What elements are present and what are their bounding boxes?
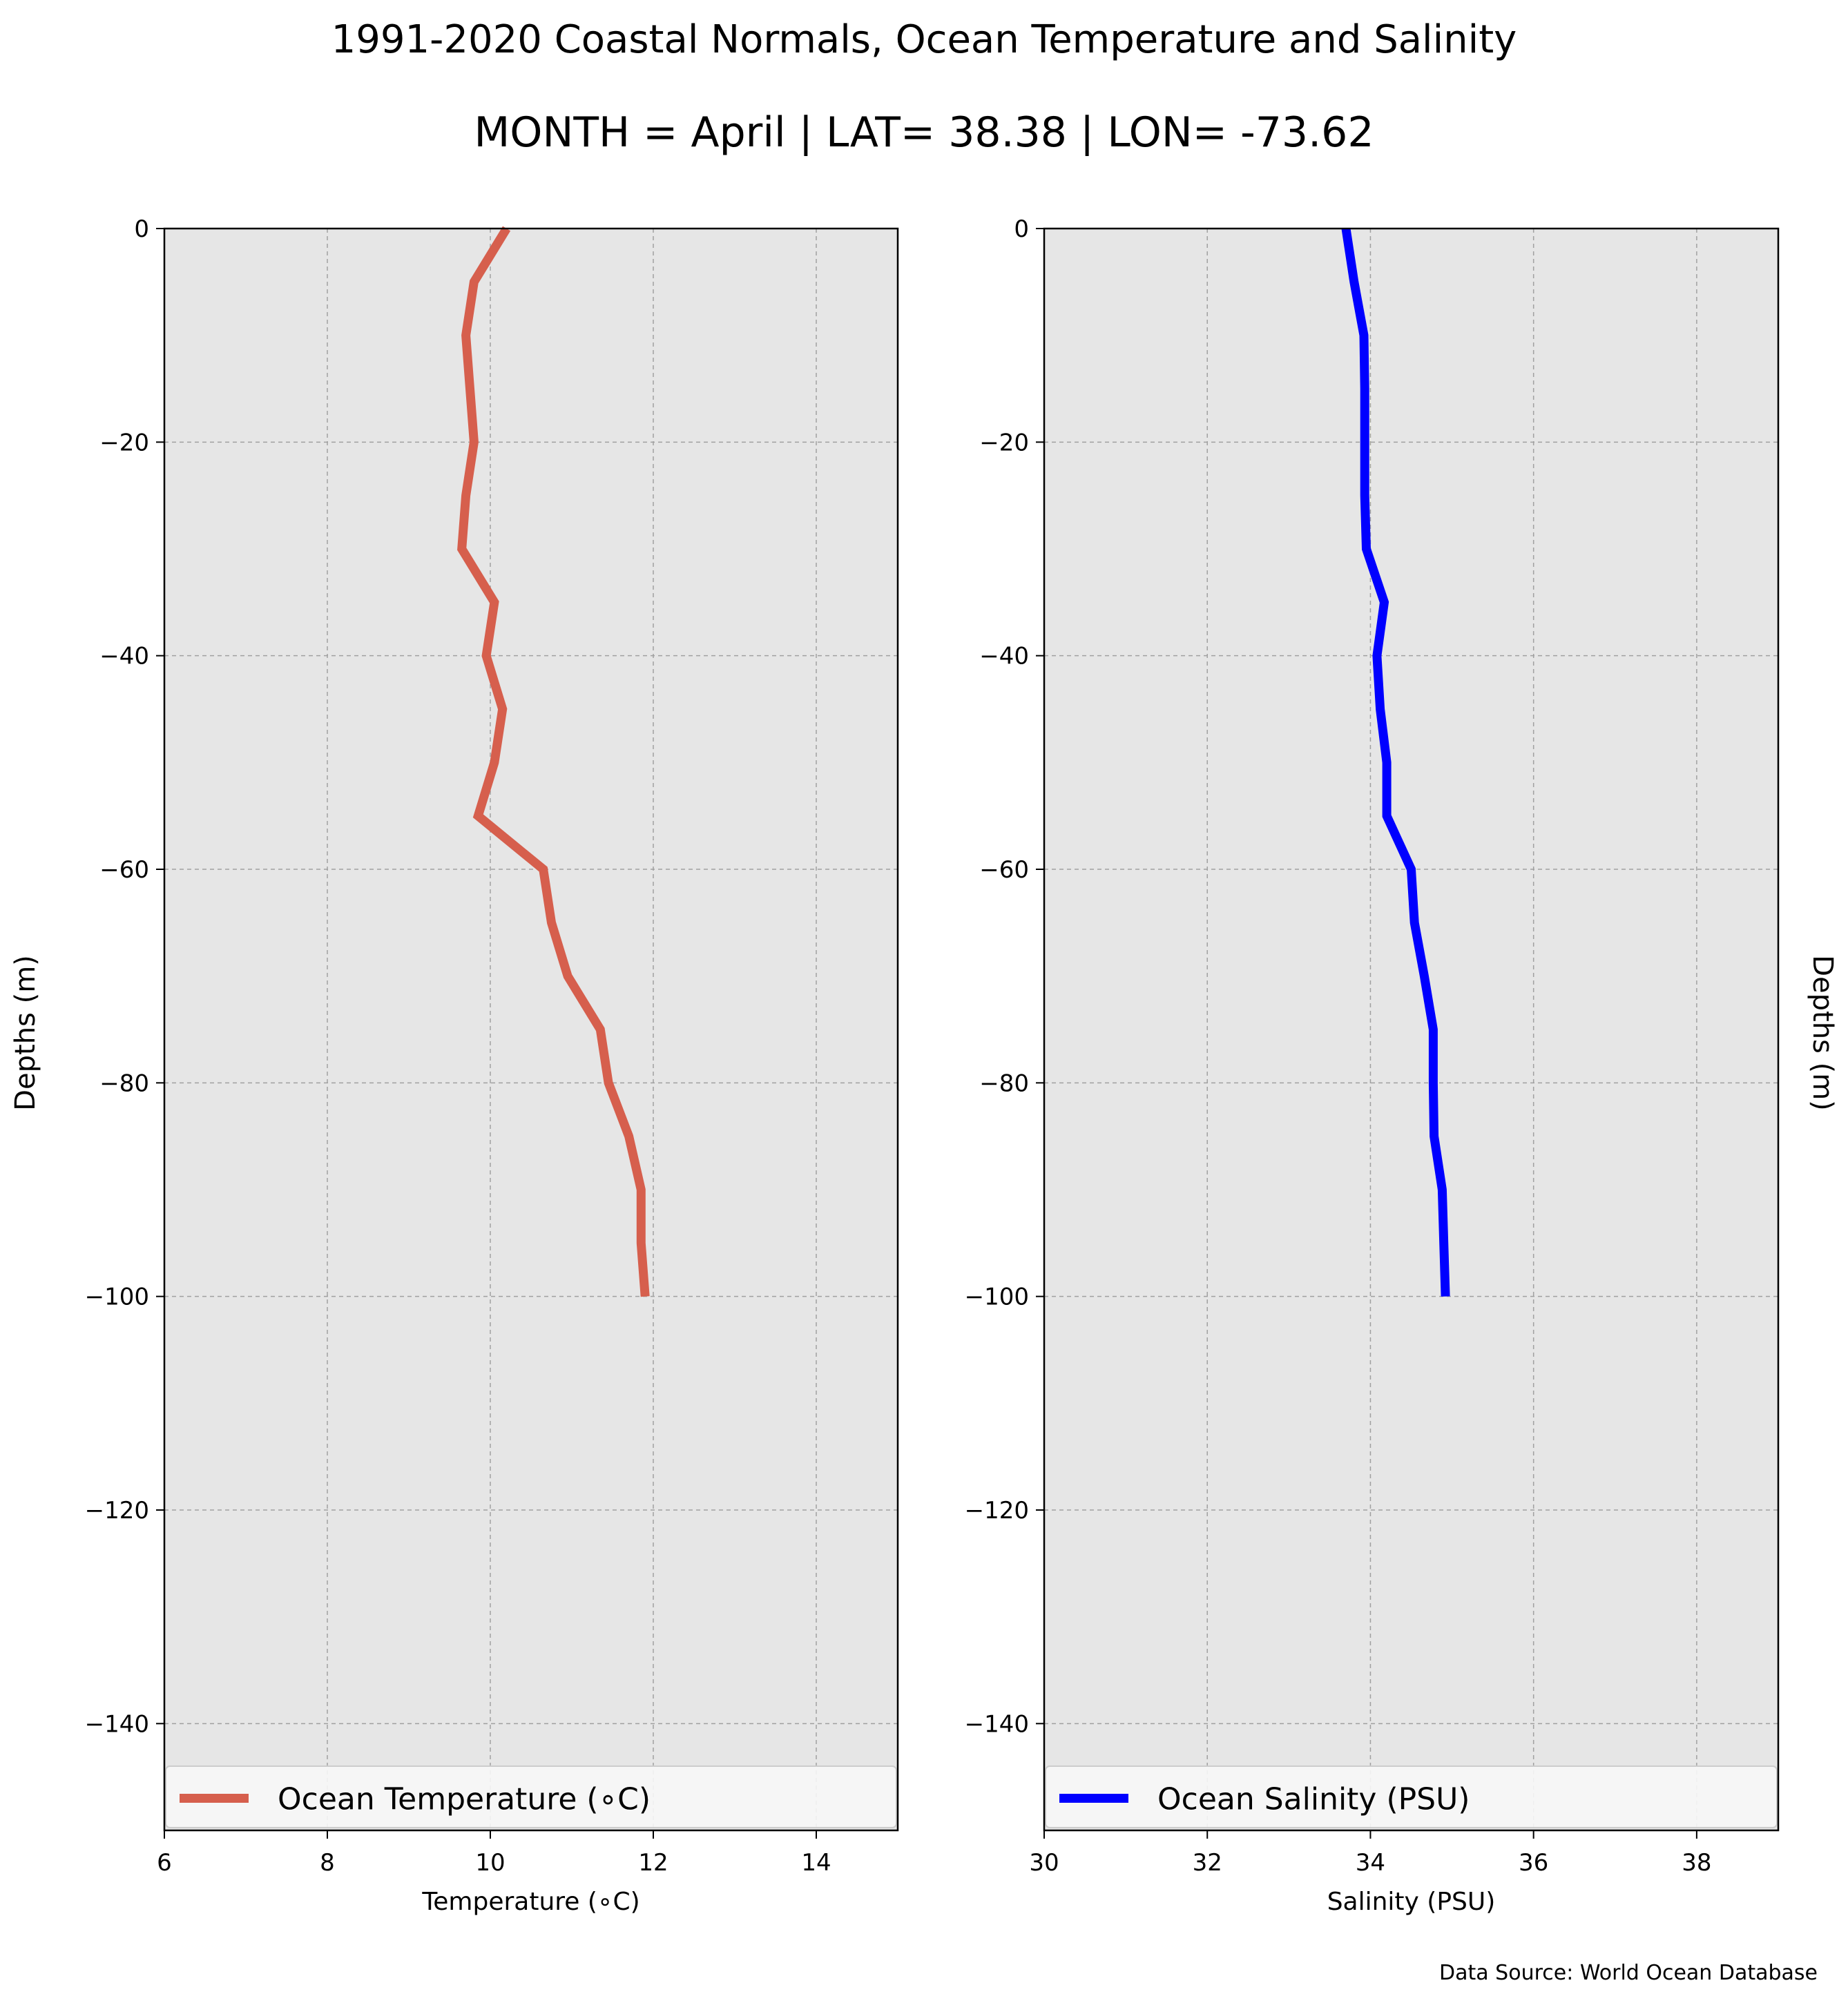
y-axis-label: Depths (m) <box>10 955 41 1111</box>
x-tick-label: 12 <box>638 1849 668 1877</box>
x-axis-label: Temperature (∘C) <box>421 1888 639 1916</box>
legend-box <box>1045 1765 1778 1828</box>
x-tick-label: 10 <box>475 1849 505 1877</box>
x-tick-label: 36 <box>1519 1849 1548 1877</box>
chart-title: 1991-2020 Coastal Normals, Ocean Tempera… <box>331 17 1517 62</box>
x-tick-label: 32 <box>1193 1849 1222 1877</box>
x-tick-label: 14 <box>801 1849 831 1877</box>
y-tick-label: −120 <box>85 1497 149 1525</box>
x-tick-label: 8 <box>320 1849 335 1877</box>
y-tick-label: −120 <box>965 1497 1029 1525</box>
y-tick-label: −140 <box>965 1710 1029 1738</box>
x-tick-label: 34 <box>1356 1849 1385 1877</box>
legend-label: Ocean Salinity (PSU) <box>1157 1782 1470 1817</box>
axes-frame <box>1043 227 1780 1832</box>
x-tick-label: 38 <box>1682 1849 1711 1877</box>
y-tick-label: −100 <box>85 1284 149 1311</box>
y-axis-label: Depths (m) <box>1807 955 1838 1111</box>
temperature-panel: Ocean Temperature (∘C) 6 8 10 12 14 0 −20 −40 −60… <box>10 215 899 1916</box>
plot-area <box>164 229 898 1830</box>
axes-frame <box>163 227 899 1832</box>
y-tick-label: −80 <box>979 1070 1029 1097</box>
x-axis-label: Salinity (PSU) <box>1327 1888 1496 1916</box>
x-tick-label: 30 <box>1029 1849 1059 1877</box>
salinity-panel: Ocean Salinity (PSU) 30 32 34 36 38 0 −20 −40 −60… <box>965 215 1838 1916</box>
series-line <box>457 226 650 1297</box>
series-line <box>1341 228 1450 1297</box>
y-tick-label: −140 <box>85 1710 149 1738</box>
y-tick-label: −60 <box>99 856 149 884</box>
y-tick-label: 0 <box>1014 215 1029 243</box>
data-source-note: Data Source: World Ocean Database <box>1439 1961 1818 1985</box>
legend-box <box>165 1765 897 1828</box>
y-tick-label: −20 <box>99 429 149 456</box>
y-tick-label: −60 <box>979 856 1029 884</box>
legend-label: Ocean Temperature (∘C) <box>278 1782 651 1817</box>
chart-subtitle: MONTH = April | LAT= 38.38 | LON= -73.62 <box>474 108 1374 157</box>
y-tick-label: 0 <box>134 215 149 243</box>
y-tick-label: −100 <box>965 1284 1029 1311</box>
y-tick-label: −40 <box>979 643 1029 670</box>
x-tick-label: 6 <box>157 1849 172 1877</box>
y-tick-label: −20 <box>979 429 1029 456</box>
plot-area <box>1044 229 1778 1830</box>
y-tick-label: −80 <box>99 1070 149 1097</box>
y-tick-label: −40 <box>99 643 149 670</box>
